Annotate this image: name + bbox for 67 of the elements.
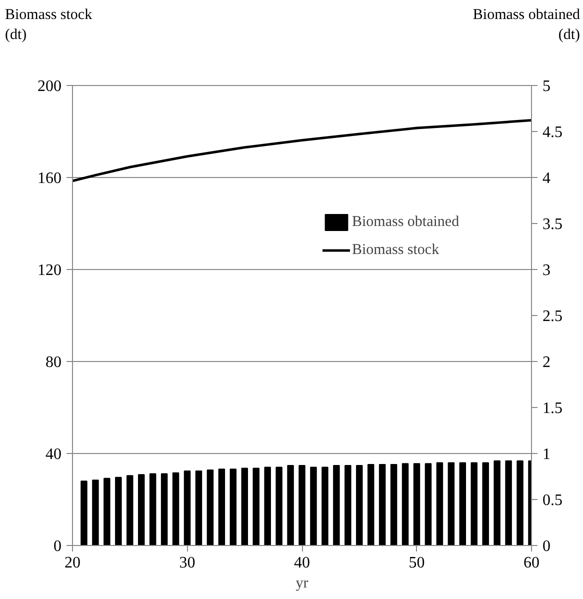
y-tick-label: 160 <box>38 170 62 187</box>
bar <box>367 464 374 546</box>
bar <box>494 460 500 546</box>
bar <box>356 464 363 546</box>
bar <box>149 473 156 546</box>
bar <box>402 463 409 546</box>
y-tick-label: 200 <box>38 78 62 95</box>
x-tick-label: 40 <box>294 554 310 572</box>
bar <box>333 464 340 546</box>
bar <box>276 466 282 546</box>
bar <box>104 478 110 546</box>
bar <box>264 466 271 546</box>
y2-tick-label: 3 <box>542 262 550 279</box>
bar <box>482 462 489 546</box>
bar <box>448 462 455 546</box>
bar <box>252 468 260 546</box>
y2-tick-label: 5 <box>542 78 550 95</box>
bar <box>470 462 478 546</box>
bar <box>126 475 134 546</box>
bar <box>413 463 420 546</box>
x-tick-label: 20 <box>64 554 80 572</box>
bar <box>344 464 352 546</box>
bar <box>184 470 191 546</box>
bar <box>390 464 398 546</box>
bar <box>172 472 180 546</box>
bar <box>206 470 214 546</box>
bar <box>241 468 248 546</box>
y2-tick-label: 0 <box>542 538 550 555</box>
y2-tick-label: 1 <box>542 446 550 463</box>
bar <box>378 464 386 546</box>
y2-tick-label: 4.5 <box>542 124 562 141</box>
y2-tick-label: 1.5 <box>542 400 562 417</box>
bar <box>80 480 88 546</box>
bar <box>230 468 237 546</box>
x-tick-label: 60 <box>524 554 540 572</box>
bar <box>92 480 99 546</box>
bar <box>424 463 432 546</box>
bar <box>195 470 202 546</box>
legend-label: Biomass stock <box>352 242 440 258</box>
y2-tick-label: 4 <box>542 170 550 187</box>
bar <box>459 462 466 546</box>
y2-tick-label: 2.5 <box>542 308 562 325</box>
bar <box>160 473 168 546</box>
bar <box>505 460 512 546</box>
bar <box>287 464 294 546</box>
bar <box>310 466 317 546</box>
y2-tick-label: 3.5 <box>542 216 562 233</box>
y2-axis-title: Biomass obtained (dt) <box>472 6 580 45</box>
line-series <box>72 118 532 182</box>
bar <box>516 460 524 546</box>
y-tick-label: 40 <box>46 446 62 463</box>
x-axis-title: yr <box>296 576 308 592</box>
bar <box>436 462 444 546</box>
x-tick-label: 30 <box>179 554 196 572</box>
bar <box>218 468 226 546</box>
y-tick-label: 80 <box>46 354 62 371</box>
y2-tick-label: 0.5 <box>542 492 562 509</box>
bar <box>115 476 122 546</box>
x-tick-label: 50 <box>408 554 425 572</box>
bar <box>138 474 145 546</box>
bar <box>322 466 328 546</box>
y2-tick-label: 2 <box>542 354 550 371</box>
y-tick-label: 0 <box>54 538 62 555</box>
y-axis-title: Biomass stock (dt) <box>5 6 92 45</box>
legend-label: Biomass obtained <box>352 214 460 230</box>
y-tick-label: 120 <box>38 262 62 279</box>
bar <box>298 464 306 546</box>
